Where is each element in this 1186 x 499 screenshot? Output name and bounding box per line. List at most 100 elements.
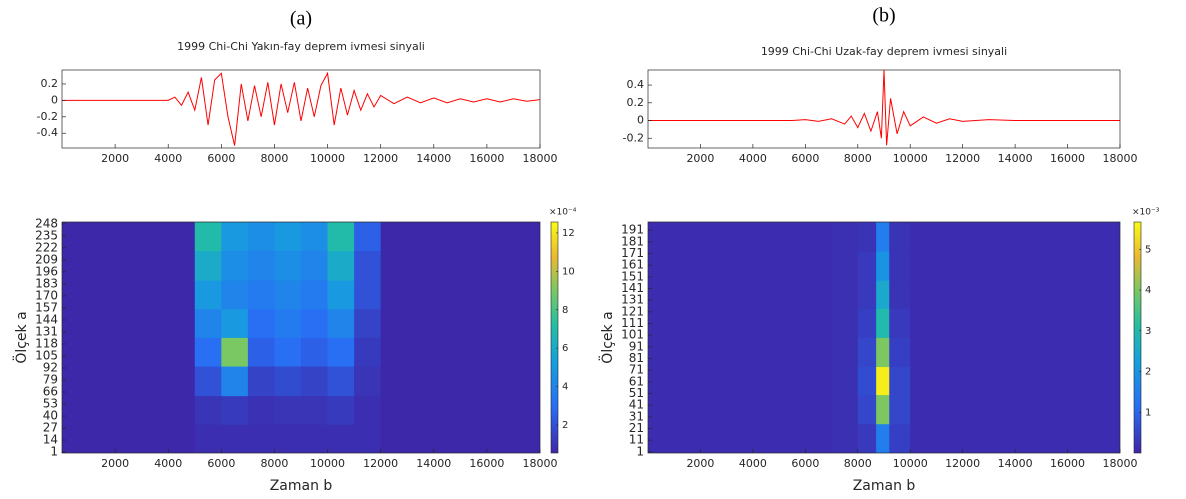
x-tick-label: 16000	[1050, 457, 1085, 470]
heatmap-cell	[62, 308, 89, 338]
y-tick-label: 71	[629, 363, 644, 377]
heatmap-cell	[857, 280, 877, 309]
heatmap-cell	[301, 250, 328, 281]
heatmap-cell	[221, 395, 249, 425]
heatmap-cell	[274, 250, 302, 281]
heatmap-cell	[513, 366, 540, 397]
heatmap-cell	[327, 337, 355, 367]
heatmap-cell	[486, 424, 514, 453]
x-tick-label: 4000	[154, 152, 182, 165]
y-tick-label: 235	[35, 228, 58, 242]
y-tick-label: 1	[50, 445, 58, 459]
x-tick-label: 14000	[998, 152, 1033, 165]
y-tick-label: 141	[621, 281, 644, 295]
heatmap-cell	[486, 395, 514, 425]
heatmap-cell	[301, 366, 328, 397]
colorbar-tick-label: 12	[562, 228, 575, 239]
heatmap-cell	[407, 222, 435, 252]
heatmap-cell	[274, 395, 302, 425]
heatmap-cell	[433, 424, 461, 453]
heatmap-cell	[876, 251, 890, 281]
heatmap-cell	[168, 222, 196, 252]
heatmap-cell	[221, 366, 249, 397]
heatmap-cell	[194, 395, 222, 425]
x-tick-label: 4000	[739, 457, 767, 470]
heatmap-cell	[513, 280, 540, 310]
heatmap-cell	[115, 222, 143, 252]
heatmap-cell	[301, 222, 328, 252]
heatmap-cell	[831, 280, 859, 309]
heatmap-cell	[889, 366, 911, 396]
heatmap-cell	[648, 423, 832, 453]
x-tick-label: 10000	[310, 152, 345, 165]
y-tick-label: 27	[43, 421, 58, 435]
heatmap-cell	[247, 280, 275, 310]
x-tick-label: 14000	[998, 457, 1033, 470]
y-tick-label: 21	[629, 421, 644, 435]
heatmap-cell	[876, 423, 890, 453]
heatmap-cell	[221, 337, 249, 367]
heatmap-cell	[301, 395, 328, 425]
y-tick-label: -0.4	[37, 126, 58, 139]
heatmap-cell	[354, 308, 382, 338]
colorbar-tick-label: 6	[562, 343, 568, 354]
colorbar-tick-label: 5	[1145, 244, 1151, 255]
heatmap-cell	[857, 222, 877, 252]
heatmap-cell	[194, 250, 222, 281]
heatmap-cell	[910, 308, 1120, 338]
heatmap-cell	[168, 308, 196, 338]
colorbar	[1133, 221, 1142, 454]
heatmap-cell	[247, 395, 275, 425]
heatmap-cell	[876, 308, 890, 338]
heatmap-cell	[889, 251, 911, 281]
y-tick-label: 170	[35, 288, 58, 302]
heatmap-cell	[88, 308, 116, 338]
heatmap-cell	[831, 308, 859, 338]
heatmap-cell	[115, 250, 143, 281]
chart-title: 1999 Chi-Chi Uzak-fay deprem ivmesi siny…	[761, 45, 1007, 58]
heatmap-cell	[327, 366, 355, 397]
heatmap-cell	[857, 366, 877, 396]
y-tick-label: 1	[636, 444, 644, 458]
x-tick-label: 14000	[416, 457, 451, 470]
heatmap-cell	[831, 394, 859, 425]
heatmap-cell	[876, 222, 890, 252]
heatmap-cell	[88, 424, 116, 453]
panel-label: (a)	[290, 8, 312, 30]
heatmap-cell	[301, 308, 328, 338]
y-tick-label: 151	[621, 269, 644, 283]
heatmap-cell	[274, 308, 302, 338]
heatmap-cell	[194, 366, 222, 397]
colorbar-tick-label: 1	[1145, 407, 1151, 418]
heatmap-cell	[648, 280, 832, 309]
y-tick-label: 101	[621, 328, 644, 342]
heatmap-cell	[513, 395, 540, 425]
heatmap-cell	[354, 280, 382, 310]
x-tick-label: 12000	[945, 457, 980, 470]
x-tick-label: 8000	[260, 152, 288, 165]
x-tick-label: 8000	[844, 457, 872, 470]
x-tick-label: 2000	[101, 457, 129, 470]
heatmap-cell	[433, 395, 461, 425]
heatmap-cell	[194, 337, 222, 367]
heatmap-cell	[910, 394, 1120, 425]
heatmap-cell	[876, 366, 890, 396]
heatmap-cell	[460, 395, 488, 425]
heatmap-cell	[327, 280, 355, 310]
heatmap-cell	[889, 308, 911, 338]
x-tick-label: 10000	[893, 457, 928, 470]
heatmap-cell	[168, 366, 196, 397]
heatmap-cell	[327, 222, 355, 252]
heatmap-cell	[380, 250, 408, 281]
heatmap-cell	[354, 395, 382, 425]
y-tick-label: 79	[43, 373, 58, 387]
heatmap-cell	[380, 366, 408, 397]
heatmap-cell	[354, 366, 382, 397]
x-tick-label: 18000	[523, 457, 558, 470]
colorbar	[550, 221, 559, 454]
colorbar-tick-label: 4	[1145, 285, 1151, 296]
x-tick-label: 8000	[844, 152, 872, 165]
plot-content	[648, 222, 1120, 453]
colorbar-tick-label: 8	[562, 305, 568, 316]
